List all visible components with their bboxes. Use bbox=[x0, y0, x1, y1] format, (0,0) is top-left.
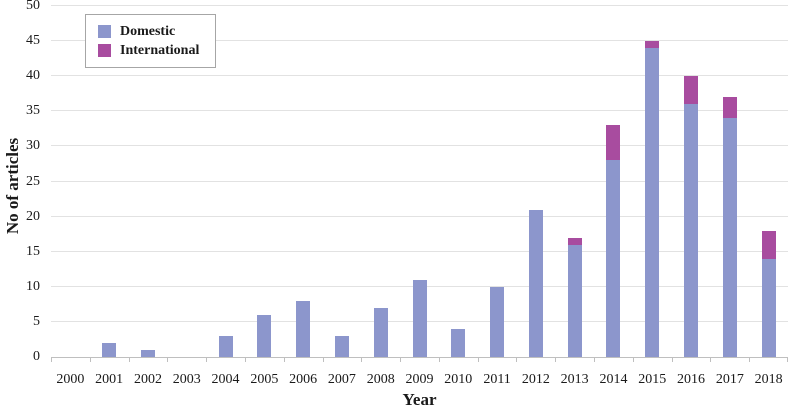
bar-domestic-2008 bbox=[373, 307, 388, 357]
gridline-15 bbox=[51, 250, 788, 252]
bar-domestic-2015 bbox=[645, 48, 660, 357]
y-tick-label-35: 35 bbox=[26, 103, 40, 119]
x-axis-tick bbox=[672, 357, 673, 362]
x-tick-label-2001: 2001 bbox=[95, 372, 124, 387]
plot-area bbox=[51, 5, 788, 362]
x-tick-label-2016: 2016 bbox=[677, 372, 706, 387]
x-axis-tick bbox=[516, 357, 517, 362]
gridline-50 bbox=[51, 5, 788, 6]
bar-domestic-2002 bbox=[140, 349, 155, 357]
x-tick-label-2006: 2006 bbox=[289, 372, 318, 387]
x-tick-label-2015: 2015 bbox=[638, 372, 667, 387]
x-axis-tick bbox=[90, 357, 91, 362]
y-tick-label-45: 45 bbox=[26, 33, 40, 49]
bar-domestic-2004 bbox=[218, 335, 233, 357]
gridline-20 bbox=[51, 215, 788, 217]
y-tick-label-0: 0 bbox=[33, 349, 40, 364]
bar-domestic-2014 bbox=[606, 160, 621, 357]
bar-domestic-2012 bbox=[528, 209, 543, 357]
bar-international-2015 bbox=[645, 41, 660, 49]
x-tick-label-2014: 2014 bbox=[599, 372, 628, 387]
x-tick-label-2008: 2008 bbox=[366, 372, 395, 387]
x-tick-label-2003: 2003 bbox=[172, 372, 201, 387]
x-axis-tick bbox=[129, 357, 130, 362]
y-tick-label-5: 5 bbox=[33, 313, 40, 329]
x-tick-label-2002: 2002 bbox=[133, 372, 162, 387]
y-tick-label-20: 20 bbox=[26, 208, 40, 224]
x-axis-tick bbox=[51, 357, 52, 362]
x-axis-tick bbox=[749, 357, 750, 362]
x-tick-label-2013: 2013 bbox=[560, 372, 589, 387]
x-axis-tick bbox=[439, 357, 440, 362]
international-swatch-icon bbox=[98, 44, 111, 57]
x-axis-tick bbox=[284, 357, 285, 362]
y-tick-label-10: 10 bbox=[26, 278, 40, 294]
x-tick-label-2017: 2017 bbox=[715, 372, 744, 387]
legend-label-domestic: Domestic bbox=[120, 23, 176, 39]
bar-domestic-2009 bbox=[412, 279, 427, 357]
x-tick-label-2012: 2012 bbox=[521, 372, 550, 387]
bar-domestic-2011 bbox=[490, 286, 505, 357]
x-tick-label-2011: 2011 bbox=[483, 372, 511, 387]
x-tick-label-2010: 2010 bbox=[444, 372, 473, 387]
x-axis-tick bbox=[633, 357, 634, 362]
x-axis-title: Year bbox=[402, 390, 437, 409]
x-axis-tick bbox=[167, 357, 168, 362]
bar-international-2013 bbox=[567, 237, 582, 245]
x-tick-label-2018: 2018 bbox=[754, 372, 783, 387]
x-axis-tick bbox=[594, 357, 595, 362]
x-axis-tick bbox=[555, 357, 556, 362]
bar-domestic-2010 bbox=[451, 328, 466, 357]
legend: Domestic International bbox=[85, 14, 216, 68]
gridline-35 bbox=[51, 110, 788, 112]
bar-domestic-2016 bbox=[684, 104, 699, 357]
x-axis-tick bbox=[323, 357, 324, 362]
gridline-30 bbox=[51, 145, 788, 147]
legend-item-domestic: Domestic bbox=[98, 22, 215, 41]
domestic-swatch-icon bbox=[98, 25, 111, 38]
bar-domestic-2018 bbox=[761, 258, 776, 357]
y-tick-label-25: 25 bbox=[26, 173, 40, 189]
x-axis-tick bbox=[478, 357, 479, 362]
bar-international-2014 bbox=[606, 125, 621, 161]
x-axis-tick bbox=[206, 357, 207, 362]
y-tick-label-30: 30 bbox=[26, 138, 40, 154]
bar-international-2016 bbox=[684, 76, 699, 105]
legend-item-international: International bbox=[98, 41, 215, 60]
gridline-45 bbox=[51, 40, 788, 42]
x-axis-tick bbox=[787, 357, 788, 362]
gridline-25 bbox=[51, 180, 788, 182]
bar-international-2017 bbox=[722, 97, 737, 119]
x-axis-tick bbox=[361, 357, 362, 362]
x-axis-tick bbox=[245, 357, 246, 362]
gridline-40 bbox=[51, 75, 788, 77]
bar-domestic-2001 bbox=[102, 342, 117, 357]
legend-label-international: International bbox=[120, 42, 200, 58]
bar-domestic-2017 bbox=[722, 118, 737, 357]
x-axis-tick bbox=[400, 357, 401, 362]
x-tick-label-2000: 2000 bbox=[56, 372, 85, 387]
bar-domestic-2007 bbox=[334, 335, 349, 357]
x-tick-label-2007: 2007 bbox=[327, 372, 356, 387]
y-axis-tick-labels: 0 5 10 15 20 25 30 35 40 45 50 bbox=[0, 0, 46, 364]
bar-domestic-2005 bbox=[257, 314, 272, 357]
x-axis-tick bbox=[710, 357, 711, 362]
y-tick-label-15: 15 bbox=[26, 243, 40, 259]
bar-domestic-2013 bbox=[567, 244, 582, 357]
bar-domestic-2006 bbox=[296, 300, 311, 357]
x-tick-label-2005: 2005 bbox=[250, 372, 279, 387]
x-axis-tick-labels: 2000 2001 2002 2003 2004 2005 2006 2007 2008 2009… bbox=[51, 372, 788, 390]
y-tick-label-50: 50 bbox=[26, 0, 40, 13]
x-tick-label-2009: 2009 bbox=[405, 372, 434, 387]
y-tick-label-40: 40 bbox=[26, 68, 40, 84]
x-tick-label-2004: 2004 bbox=[211, 372, 240, 387]
bar-international-2018 bbox=[761, 230, 776, 259]
